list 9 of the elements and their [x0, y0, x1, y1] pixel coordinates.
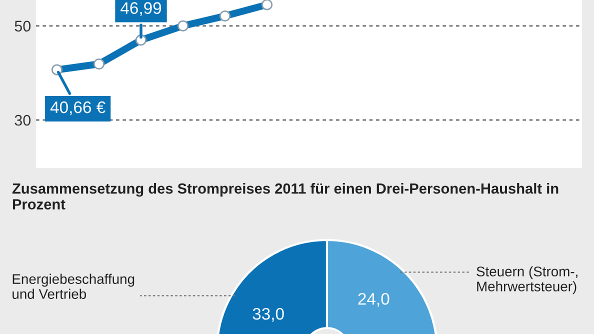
y-tick-label: 50 [14, 20, 31, 32]
data-label: 40,66 € [50, 101, 106, 116]
data-label: 46,99 [120, 2, 162, 16]
data-label: 24,0 [358, 292, 390, 307]
y-tick-label: 30 [14, 114, 31, 126]
slice-label: Energiebeschaffung und Vertrieb [12, 274, 134, 299]
data-label: 33,0 [252, 308, 284, 322]
chart-title: Zusammensetzung des Strompreises 2011 für einen Drei-Personen-Haushalt in Prozent [12, 183, 558, 210]
slice-label: Steuern (Strom-, Mehrwertsteuer) [476, 266, 578, 294]
